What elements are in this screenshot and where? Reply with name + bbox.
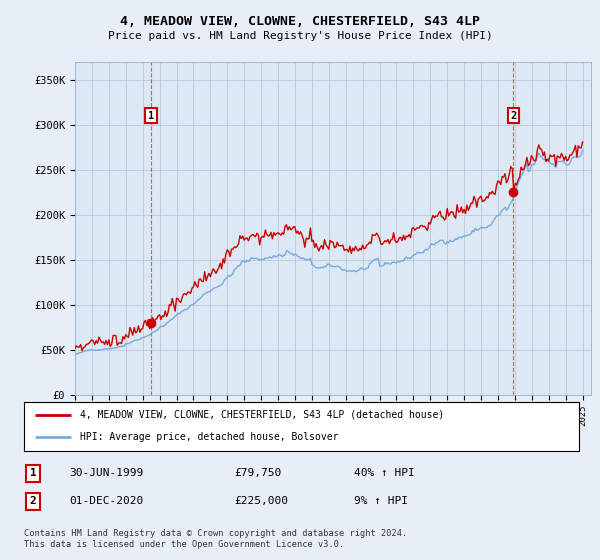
Text: HPI: Average price, detached house, Bolsover: HPI: Average price, detached house, Bols… [79,432,338,442]
Text: 01-DEC-2020: 01-DEC-2020 [69,496,143,506]
Text: 1: 1 [148,111,154,120]
Text: 4, MEADOW VIEW, CLOWNE, CHESTERFIELD, S43 4LP (detached house): 4, MEADOW VIEW, CLOWNE, CHESTERFIELD, S4… [79,410,444,420]
Text: Contains HM Land Registry data © Crown copyright and database right 2024.
This d: Contains HM Land Registry data © Crown c… [24,529,407,549]
Text: £79,750: £79,750 [234,468,281,478]
Text: 4, MEADOW VIEW, CLOWNE, CHESTERFIELD, S43 4LP: 4, MEADOW VIEW, CLOWNE, CHESTERFIELD, S4… [120,15,480,27]
Text: Price paid vs. HM Land Registry's House Price Index (HPI): Price paid vs. HM Land Registry's House … [107,31,493,41]
Text: 9% ↑ HPI: 9% ↑ HPI [354,496,408,506]
Text: £225,000: £225,000 [234,496,288,506]
Text: 2: 2 [29,496,37,506]
Text: 2: 2 [511,111,517,120]
Text: 1: 1 [29,468,37,478]
Text: 40% ↑ HPI: 40% ↑ HPI [354,468,415,478]
Text: 30-JUN-1999: 30-JUN-1999 [69,468,143,478]
